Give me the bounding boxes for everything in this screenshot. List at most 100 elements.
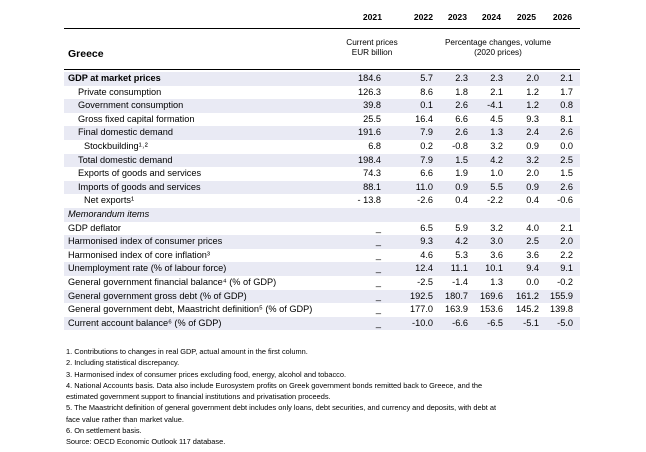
cell-value-2022: 0.2 bbox=[420, 141, 433, 151]
row-label: Final domestic demand bbox=[78, 127, 173, 138]
cell-value-2022: -2.5 bbox=[417, 277, 433, 287]
cell-value-2025: 2.5 bbox=[526, 236, 539, 247]
cell-value-2022: 6.5 bbox=[420, 222, 433, 233]
country-title: Greece bbox=[68, 48, 104, 60]
cell-value-2026: 9.1 bbox=[560, 263, 573, 274]
row-label: Current account balance⁶ (% of GDP) bbox=[68, 317, 222, 328]
footnote: 4. National Accounts basis. Data also in… bbox=[66, 380, 483, 390]
table-row: Harmonised index of core inflation³ _ 4.6 5… bbox=[64, 249, 580, 263]
row-label: Exports of goods and services bbox=[78, 168, 202, 179]
table-row: GDP deflator _ 6.5 5.9 3.2 4.0 2.1 bbox=[64, 222, 580, 236]
cell-value-2026: 2.1 bbox=[560, 222, 573, 233]
row-label: GDP at market prices bbox=[68, 73, 161, 83]
cell-value-2024: 2.3 bbox=[490, 73, 503, 83]
cell-value-2023: -1.4 bbox=[452, 277, 468, 287]
footnote: 5. The Maastricht definition of general … bbox=[66, 403, 497, 413]
year-header-2024: 2024 bbox=[481, 12, 501, 22]
cell-value-2023: -0.8 bbox=[452, 141, 468, 151]
cell-value-2021: - 13.8 bbox=[357, 195, 382, 206]
cell-value-2024: 153.6 bbox=[480, 304, 503, 315]
row-label: Net exports¹ bbox=[84, 195, 135, 206]
cell-value-2022: -2.6 bbox=[417, 195, 433, 206]
cell-value-2024: 2.1 bbox=[490, 86, 503, 97]
cell-value-2025: 3.6 bbox=[526, 249, 539, 260]
row-label: GDP deflator bbox=[68, 222, 121, 233]
cell-value-2024: 1.3 bbox=[490, 127, 503, 138]
table-row: Imports of goods and services 88.1 11.0 0.9… bbox=[64, 180, 580, 195]
table-top-rule bbox=[64, 28, 580, 29]
cell-value-2024: 5.5 bbox=[490, 181, 503, 192]
cell-value-2025: 9.4 bbox=[526, 263, 539, 274]
row-label: Unemployment rate (% of labour force) bbox=[68, 263, 227, 274]
cell-value-2024: 3.0 bbox=[490, 236, 503, 247]
unit-other-line1: Percentage changes, volume bbox=[444, 38, 552, 47]
unit-other-line2: (2020 prices) bbox=[474, 48, 522, 57]
table-row: Government consumption 39.8 0.1 2.6 -4.1 1.2 0… bbox=[64, 99, 580, 113]
cell-value-2021: _ bbox=[375, 222, 381, 233]
cell-value-2024: 169.6 bbox=[480, 290, 503, 301]
cell-value-2023: 6.6 bbox=[455, 113, 468, 124]
cell-value-2025: 1.2 bbox=[526, 86, 539, 97]
cell-value-2026: -5.0 bbox=[557, 317, 573, 328]
cell-value-2022: -10.0 bbox=[412, 317, 433, 328]
cell-value-2025: 145.2 bbox=[516, 304, 539, 315]
table-row: Net exports¹ - 13.8 -2.6 0.4 -2.2 0.4 -0.6 bbox=[64, 194, 580, 208]
cell-value-2021: 191.6 bbox=[358, 127, 381, 138]
table-row: General government financial balance⁴ (%… bbox=[64, 276, 580, 290]
cell-value-2025: 0.9 bbox=[526, 141, 539, 151]
cell-value-2025: 2.0 bbox=[526, 73, 539, 83]
cell-value-2026: 8.1 bbox=[560, 113, 573, 124]
cell-value-2022: 8.6 bbox=[420, 86, 433, 97]
cell-value-2025: -5.1 bbox=[523, 317, 539, 328]
cell-value-2021: 39.8 bbox=[363, 100, 381, 111]
cell-value-2026: 1.7 bbox=[560, 86, 573, 97]
row-label: General government financial balance⁴ (%… bbox=[68, 277, 277, 287]
cell-value-2025: 0.9 bbox=[526, 181, 539, 192]
cell-value-2023: 180.7 bbox=[445, 290, 468, 301]
cell-value-2021: _ bbox=[375, 290, 381, 301]
cell-value-2026: 2.6 bbox=[560, 127, 573, 138]
cell-value-2025: 0.0 bbox=[526, 277, 539, 287]
table-header-rule bbox=[64, 69, 580, 70]
cell-value-2022: 0.1 bbox=[420, 100, 433, 111]
cell-value-2022: 5.7 bbox=[420, 73, 433, 83]
cell-value-2021: 88.1 bbox=[363, 181, 381, 192]
cell-value-2024: 3.6 bbox=[490, 249, 503, 260]
cell-value-2023: 4.2 bbox=[455, 236, 468, 247]
footnote: 1. Contributions to changes in real GDP,… bbox=[66, 347, 308, 356]
row-label: Harmonised index of consumer prices bbox=[68, 236, 223, 247]
row-label: Gross fixed capital formation bbox=[78, 113, 195, 124]
year-header-2023: 2023 bbox=[447, 12, 467, 22]
table-row: Memorandum items bbox=[64, 208, 580, 222]
cell-value-2023: 1.8 bbox=[455, 86, 468, 97]
cell-value-2026: 139.8 bbox=[550, 304, 573, 315]
cell-value-2023: 5.3 bbox=[455, 249, 468, 260]
table-row: GDP at market prices 184.6 5.7 2.3 2.3 2.0 2.1 bbox=[64, 72, 580, 86]
cell-value-2022: 4.6 bbox=[420, 249, 433, 260]
cell-value-2021: _ bbox=[375, 317, 381, 328]
cell-value-2021: 6.8 bbox=[368, 141, 381, 151]
footnote: 6. On settlement basis. bbox=[66, 426, 142, 436]
cell-value-2025: 0.4 bbox=[526, 195, 539, 206]
cell-value-2026: -0.2 bbox=[557, 277, 573, 287]
unit-2021-line2: EUR billion bbox=[351, 48, 393, 57]
cell-value-2024: 3.2 bbox=[490, 141, 503, 151]
footnotes: 1. Contributions to changes in real GDP,… bbox=[66, 346, 586, 448]
cell-value-2026: 2.1 bbox=[560, 73, 573, 83]
cell-value-2022: 7.9 bbox=[420, 127, 433, 138]
cell-value-2026: 2.2 bbox=[560, 249, 573, 260]
year-header-2026: 2026 bbox=[552, 12, 572, 22]
cell-value-2023: 2.6 bbox=[455, 127, 468, 138]
cell-value-2026: 2.0 bbox=[560, 236, 573, 247]
table-row: Exports of goods and services 74.3 6.6 1.9 1… bbox=[64, 167, 580, 181]
footnote: estimated government support to financia… bbox=[66, 392, 331, 402]
cell-value-2021: 74.3 bbox=[363, 168, 381, 179]
cell-value-2026: 155.9 bbox=[550, 290, 573, 301]
cell-value-2026: 2.6 bbox=[560, 181, 573, 192]
table-row: Unemployment rate (% of labour force) _ 12… bbox=[64, 262, 580, 276]
table-row: Current account balance⁶ (% of GDP) _ -10.… bbox=[64, 316, 580, 331]
cell-value-2022: 177.0 bbox=[410, 304, 433, 315]
row-label: Government consumption bbox=[78, 100, 184, 111]
cell-value-2023: 1.9 bbox=[455, 168, 468, 179]
cell-value-2024: 1.0 bbox=[490, 168, 503, 179]
